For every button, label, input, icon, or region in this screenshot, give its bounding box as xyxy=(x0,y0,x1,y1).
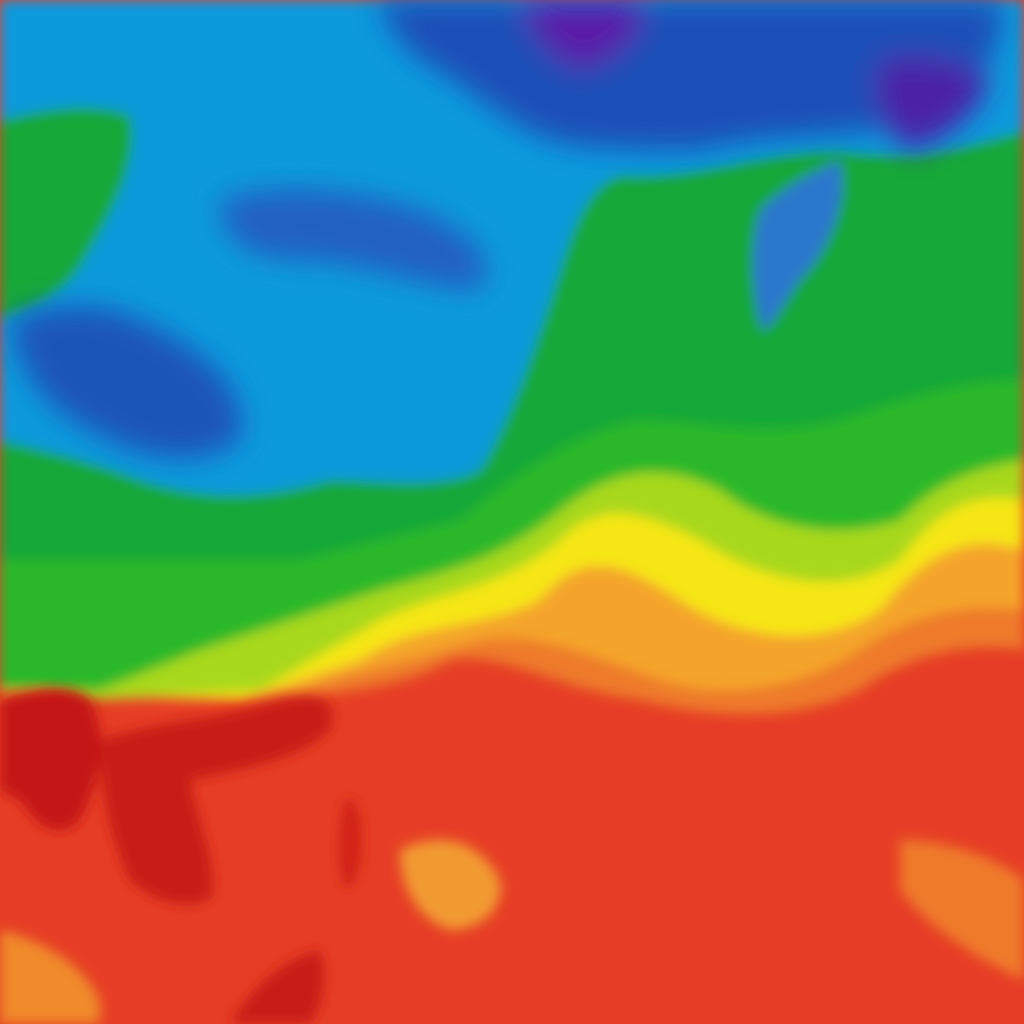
hot-land-peninsula xyxy=(100,696,333,904)
warm-patch-south xyxy=(0,930,100,1024)
hot-island xyxy=(230,950,325,1024)
very-cold-area xyxy=(380,0,1002,150)
hot-strip xyxy=(339,798,362,889)
very-cold-ridge xyxy=(220,189,487,290)
hot-land-west xyxy=(0,688,101,831)
very-cold-plateau xyxy=(10,306,242,459)
cold-tongue-east xyxy=(752,160,843,330)
warm-patch-east xyxy=(900,840,1024,980)
extreme-cold-area xyxy=(520,0,642,70)
warm-island xyxy=(400,840,501,930)
green-patch-west xyxy=(0,107,133,320)
extreme-cold-area-east xyxy=(876,56,990,150)
